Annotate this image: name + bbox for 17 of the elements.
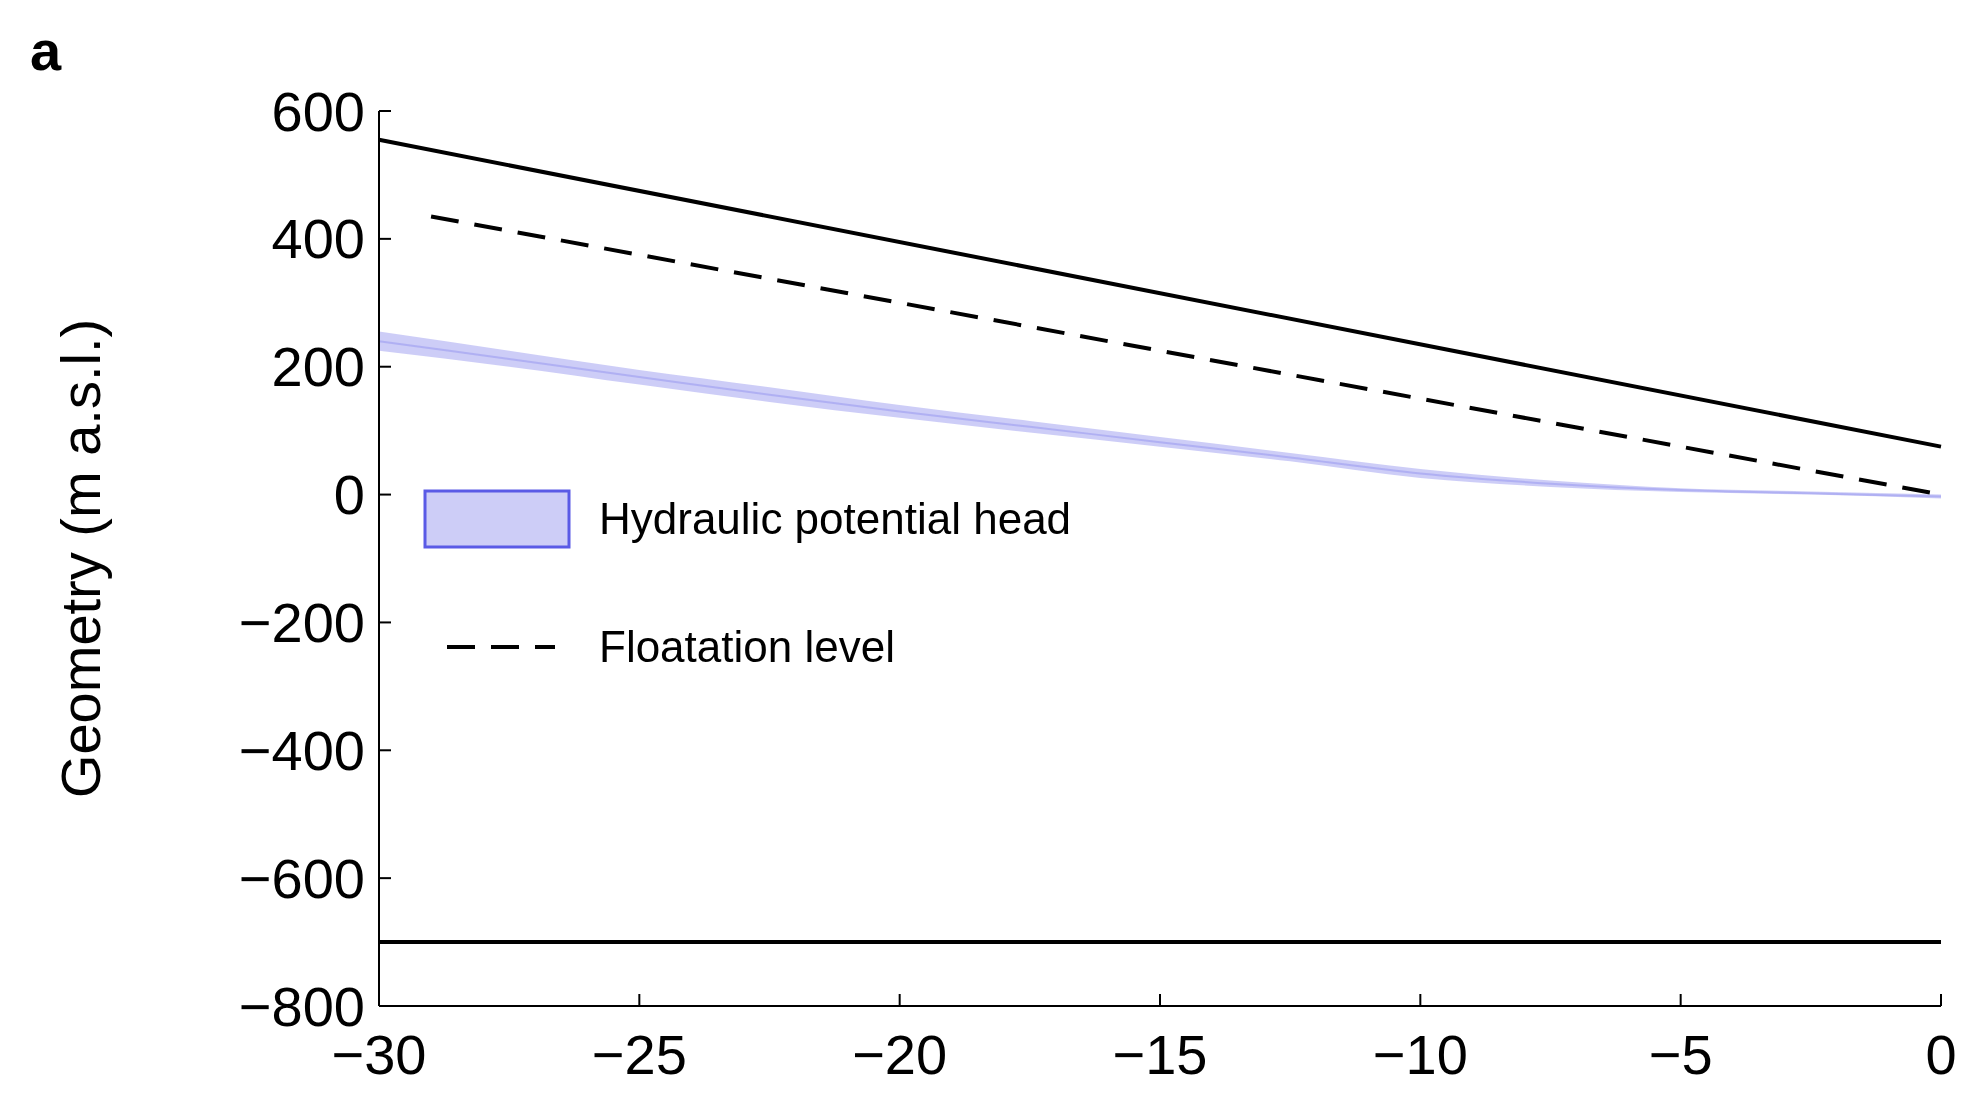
x-tick-label: −5 [1648, 1023, 1713, 1086]
y-tick-label: −400 [238, 718, 365, 782]
y-axis-title: Geometry (m a.s.l.) [49, 318, 112, 799]
x-tick-label: −20 [852, 1023, 948, 1086]
y-tick-label: 0 [333, 463, 365, 527]
y-tick-label: 200 [271, 335, 365, 399]
x-tick-label: −15 [1112, 1023, 1208, 1086]
y-tick-label: 600 [271, 79, 365, 143]
legend-label: Hydraulic potential head [599, 494, 1072, 544]
text: a [30, 19, 62, 82]
y-tick-label: 400 [271, 207, 365, 271]
x-tick-label: −10 [1372, 1023, 1468, 1086]
x-tick-label: 0 [1925, 1023, 1957, 1086]
legend-label: Floatation level [599, 622, 895, 672]
x-tick-label: −25 [591, 1023, 687, 1086]
y-tick-label: −600 [238, 846, 365, 910]
y-tick-label: −200 [238, 591, 365, 655]
